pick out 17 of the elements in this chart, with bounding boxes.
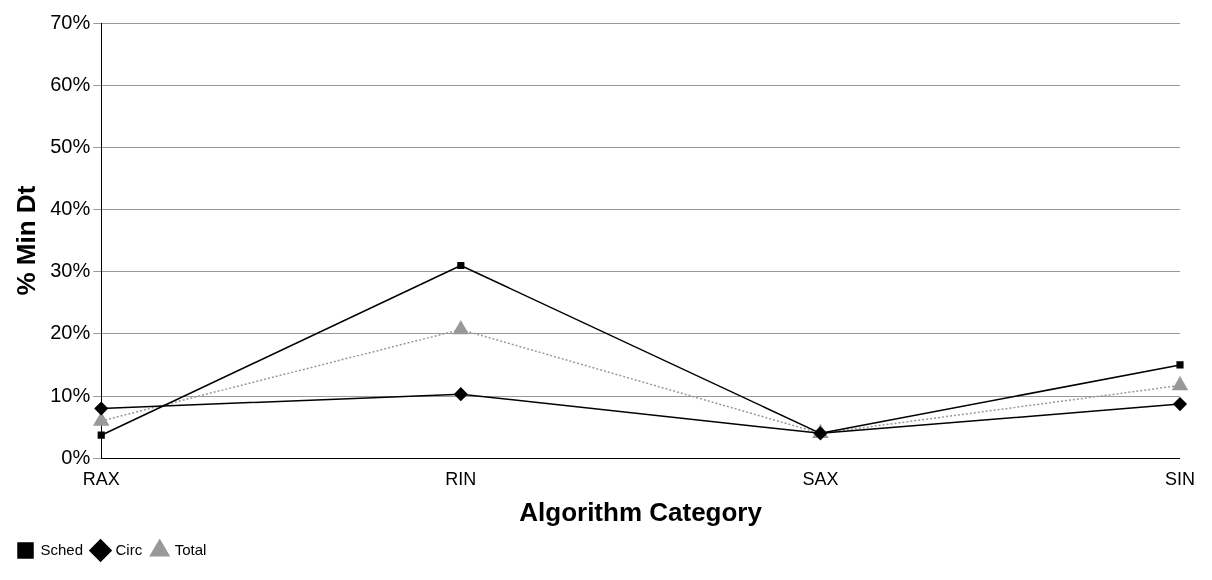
y-tick-label: 30% [50,259,91,282]
x-tick-label: RIN [445,468,477,489]
y-tick-label: 40% [50,197,91,220]
y-tick-label: 0% [61,445,91,468]
x-tick-label: RAX [82,468,120,489]
y-tick-label: 50% [50,134,91,157]
legend-label: Circ [115,540,143,558]
y-tick-label: 60% [50,72,91,95]
y-tick-label: 70% [50,10,91,33]
y-axis-title: % Min Dt [10,185,41,296]
x-axis-title: Algorithm Category [519,496,763,527]
legend-label: Total [174,540,207,558]
x-tick-label: SAX [802,468,839,489]
y-tick-label: 20% [50,321,91,344]
x-tick-label: SIN [1164,468,1195,489]
legend-label: Sched [40,540,84,558]
y-tick-label: 10% [50,383,91,406]
